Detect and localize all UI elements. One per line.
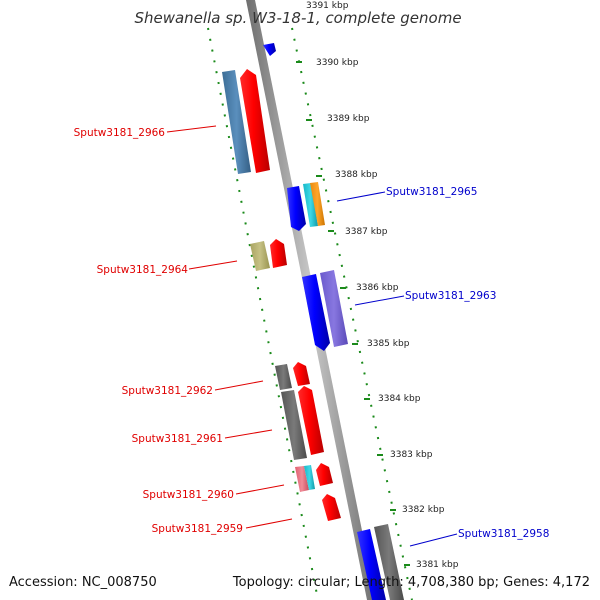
scale-label: 3386 kbp (356, 283, 399, 293)
gene-2963-blue[interactable] (302, 274, 330, 351)
reverse-strand-genes (222, 69, 341, 521)
gene-2962-gray[interactable] (275, 364, 292, 390)
scale-label: 3383 kbp (390, 450, 433, 460)
gene-2965-orange[interactable] (310, 182, 325, 226)
gene-2961-gray[interactable] (281, 390, 307, 460)
gene-label[interactable]: Sputw3181_2965 (386, 186, 477, 198)
scale-label: 3391 kbp (306, 1, 349, 11)
gene-small-blue[interactable] (263, 43, 276, 56)
gene-label[interactable]: Sputw3181_2958 (458, 528, 549, 540)
scale-labels: 3391 kbp 3390 kbp 3389 kbp 3388 kbp 3387… (306, 1, 459, 570)
gene-label[interactable]: Sputw3181_2959 (152, 523, 243, 535)
gene-label[interactable]: Sputw3181_2966 (74, 127, 166, 139)
gene-olive[interactable] (250, 241, 270, 271)
scale-label: 3385 kbp (367, 339, 410, 349)
gene-label[interactable]: Sputw3181_2962 (122, 385, 213, 397)
accession-text: Accession: NC_008750 (9, 575, 157, 590)
gene-labels: Sputw3181_2966 Sputw3181_2965 Sputw3181_… (74, 127, 550, 540)
gene-2966-red[interactable] (240, 69, 270, 173)
scale-label: 3382 kbp (402, 505, 445, 515)
genome-info-text: Topology: circular; Length: 4,708,380 bp… (232, 575, 590, 590)
label-leaders (166, 125, 458, 547)
gene-2962-red[interactable] (293, 362, 310, 386)
gene-label[interactable]: Sputw3181_2964 (97, 264, 189, 276)
gene-label[interactable]: Sputw3181_2961 (132, 433, 223, 445)
scale-label: 3390 kbp (316, 58, 359, 68)
forward-strand-genes (263, 43, 404, 600)
scale-label: 3388 kbp (335, 170, 378, 180)
gene-label[interactable]: Sputw3181_2960 (143, 489, 234, 501)
gene-2958-gray[interactable] (374, 524, 404, 600)
gene-steelblue[interactable] (222, 70, 251, 174)
genome-title: Shewanella sp. W3-18-1, complete genome (134, 9, 461, 27)
gene-2965-blue[interactable] (287, 186, 306, 231)
gene-2960-red[interactable] (316, 463, 333, 486)
scale-label: 3389 kbp (327, 114, 370, 124)
scale-label: 3387 kbp (345, 227, 388, 237)
scale-label: 3384 kbp (378, 394, 421, 404)
left-tick-track (207, 27, 319, 600)
gene-2963-purple[interactable] (320, 270, 348, 347)
gene-2960-cyan[interactable] (304, 465, 315, 490)
gene-2959-red[interactable] (322, 494, 341, 521)
gene-2960-pink[interactable] (295, 466, 309, 492)
gene-2961-red[interactable] (298, 386, 324, 455)
gene-2964-red[interactable] (270, 239, 287, 268)
gene-2958-blue[interactable] (357, 529, 386, 600)
scale-label: 3381 kbp (416, 560, 459, 570)
scale-ticks (296, 61, 410, 566)
gene-label[interactable]: Sputw3181_2963 (405, 290, 496, 302)
gene-2965-cyan[interactable] (303, 183, 318, 227)
